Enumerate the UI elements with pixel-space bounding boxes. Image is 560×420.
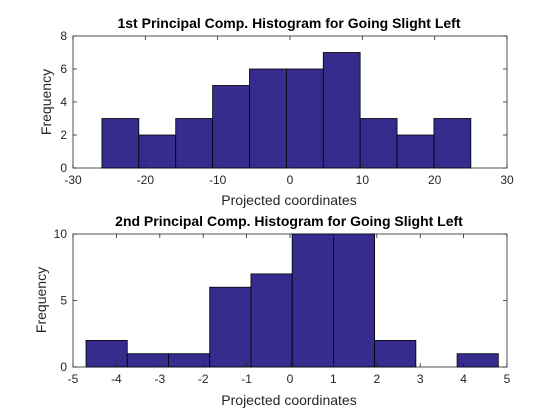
histogram-bar bbox=[85, 339, 128, 368]
x-tick-label: -3 bbox=[154, 372, 165, 386]
bars bbox=[85, 233, 499, 368]
y-axis-label: Frequency bbox=[33, 267, 49, 333]
histogram-bar bbox=[209, 286, 252, 368]
x-tick-label: -5 bbox=[68, 372, 79, 386]
histogram-bar bbox=[332, 233, 376, 368]
x-tick-label: 3 bbox=[417, 372, 424, 386]
y-axis-label: Frequency bbox=[38, 69, 54, 135]
histogram-bar bbox=[175, 118, 214, 169]
y-tick-label: 4 bbox=[60, 95, 67, 109]
histogram-bar bbox=[285, 68, 324, 169]
x-tick-label: 10 bbox=[356, 173, 370, 187]
chart-title: 1st Principal Comp. Histogram for Going … bbox=[117, 15, 460, 31]
x-tick-label: -2 bbox=[198, 372, 209, 386]
x-tick-label: -10 bbox=[209, 173, 227, 187]
histogram-bar bbox=[249, 68, 287, 169]
histogram-bar bbox=[291, 233, 334, 368]
y-tick-label: 0 bbox=[60, 360, 67, 374]
x-tick-label: 1 bbox=[330, 372, 337, 386]
x-axis-label: Projected coordinates bbox=[221, 392, 356, 408]
ticks: -30 -20 -10 0 10 20 30 0 2 4 6 8 bbox=[60, 29, 514, 187]
bars bbox=[101, 52, 472, 169]
x-tick-label: 0 bbox=[287, 372, 294, 386]
histogram-bar bbox=[126, 353, 169, 368]
ticks: -5 -4 -3 -2 -1 0 1 2 3 4 5 0 5 10 bbox=[54, 227, 511, 386]
x-tick-label: 2 bbox=[373, 372, 380, 386]
x-tick-label: -4 bbox=[111, 372, 122, 386]
x-tick-label: 5 bbox=[504, 372, 511, 386]
x-tick-label: -1 bbox=[241, 372, 252, 386]
histogram-bar bbox=[101, 118, 140, 169]
histogram-bar bbox=[138, 134, 177, 169]
histogram-bar bbox=[374, 339, 417, 368]
x-axis-label: Projected coordinates bbox=[221, 192, 356, 208]
histogram-2nd-principal-component: 2nd Principal Comp. Histogram for Going … bbox=[33, 213, 511, 408]
y-tick-label: 8 bbox=[60, 29, 67, 43]
y-tick-label: 6 bbox=[60, 62, 67, 76]
x-tick-label: 30 bbox=[500, 173, 514, 187]
y-tick-label: 0 bbox=[60, 161, 67, 175]
x-tick-label: -20 bbox=[137, 173, 155, 187]
histogram-bar bbox=[250, 273, 293, 368]
chart-title: 2nd Principal Comp. Histogram for Going … bbox=[115, 213, 463, 229]
y-tick-label: 5 bbox=[60, 294, 67, 308]
histogram-bar bbox=[456, 353, 499, 368]
x-tick-label: 0 bbox=[287, 173, 294, 187]
x-tick-label: 20 bbox=[428, 173, 442, 187]
y-tick-label: 2 bbox=[60, 128, 67, 142]
histogram-bar bbox=[212, 85, 250, 169]
x-tick-label: 4 bbox=[460, 372, 467, 386]
histogram-bar bbox=[396, 134, 435, 169]
histogram-bar bbox=[359, 118, 398, 169]
histogram-bar bbox=[433, 118, 472, 169]
histogram-bar bbox=[322, 52, 361, 169]
histogram-1st-principal-component: 1st Principal Comp. Histogram for Going … bbox=[38, 15, 514, 208]
x-tick-label: -30 bbox=[64, 173, 82, 187]
y-tick-label: 10 bbox=[54, 227, 68, 241]
